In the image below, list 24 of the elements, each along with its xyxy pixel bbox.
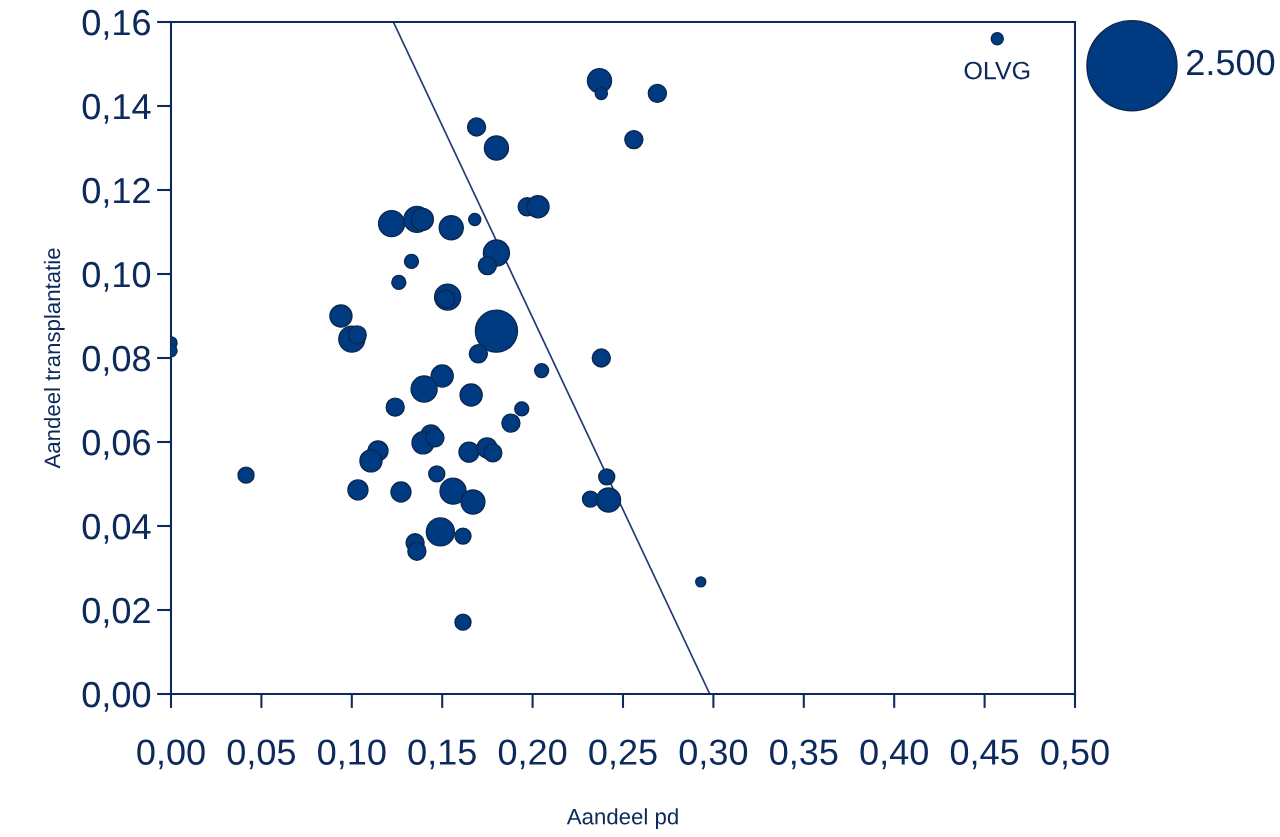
x-tick-label: 0,30	[679, 739, 748, 770]
y-tick-label: 0,04	[82, 513, 151, 544]
x-tick-label: 0,20	[498, 739, 567, 770]
x-tick-label: 0,00	[137, 739, 205, 770]
y-tick-label: 0,08	[82, 345, 150, 376]
x-tick-label: 0,15	[408, 739, 476, 770]
legend-label: 2.500	[1187, 49, 1275, 76]
y-tick-label: 0,02	[82, 597, 150, 628]
annotation: OLVG	[964, 61, 1030, 80]
x-tick-label: 0,45	[950, 739, 1019, 770]
x-tick-label: 0,50	[1041, 739, 1109, 770]
y-tick-label: 0,10	[82, 261, 151, 292]
y-tick-label: 0,00	[82, 681, 151, 712]
x-tick-label: 0,10	[318, 739, 386, 770]
y-axis-title: Aandeel transplantatie	[43, 248, 65, 469]
x-tick-label: 0,05	[227, 739, 296, 770]
y-tick-label: 0,06	[82, 429, 150, 460]
y-tick-label: 0,14	[82, 93, 151, 124]
x-tick-label: 0,35	[770, 739, 838, 770]
y-tick-label: 0,16	[82, 9, 150, 40]
x-tick-label: 0,40	[860, 739, 928, 770]
y-tick-label: 0,12	[82, 177, 150, 208]
x-axis-title: Aandeel pd	[566, 808, 678, 829]
x-tick-label: 0,25	[589, 739, 657, 770]
